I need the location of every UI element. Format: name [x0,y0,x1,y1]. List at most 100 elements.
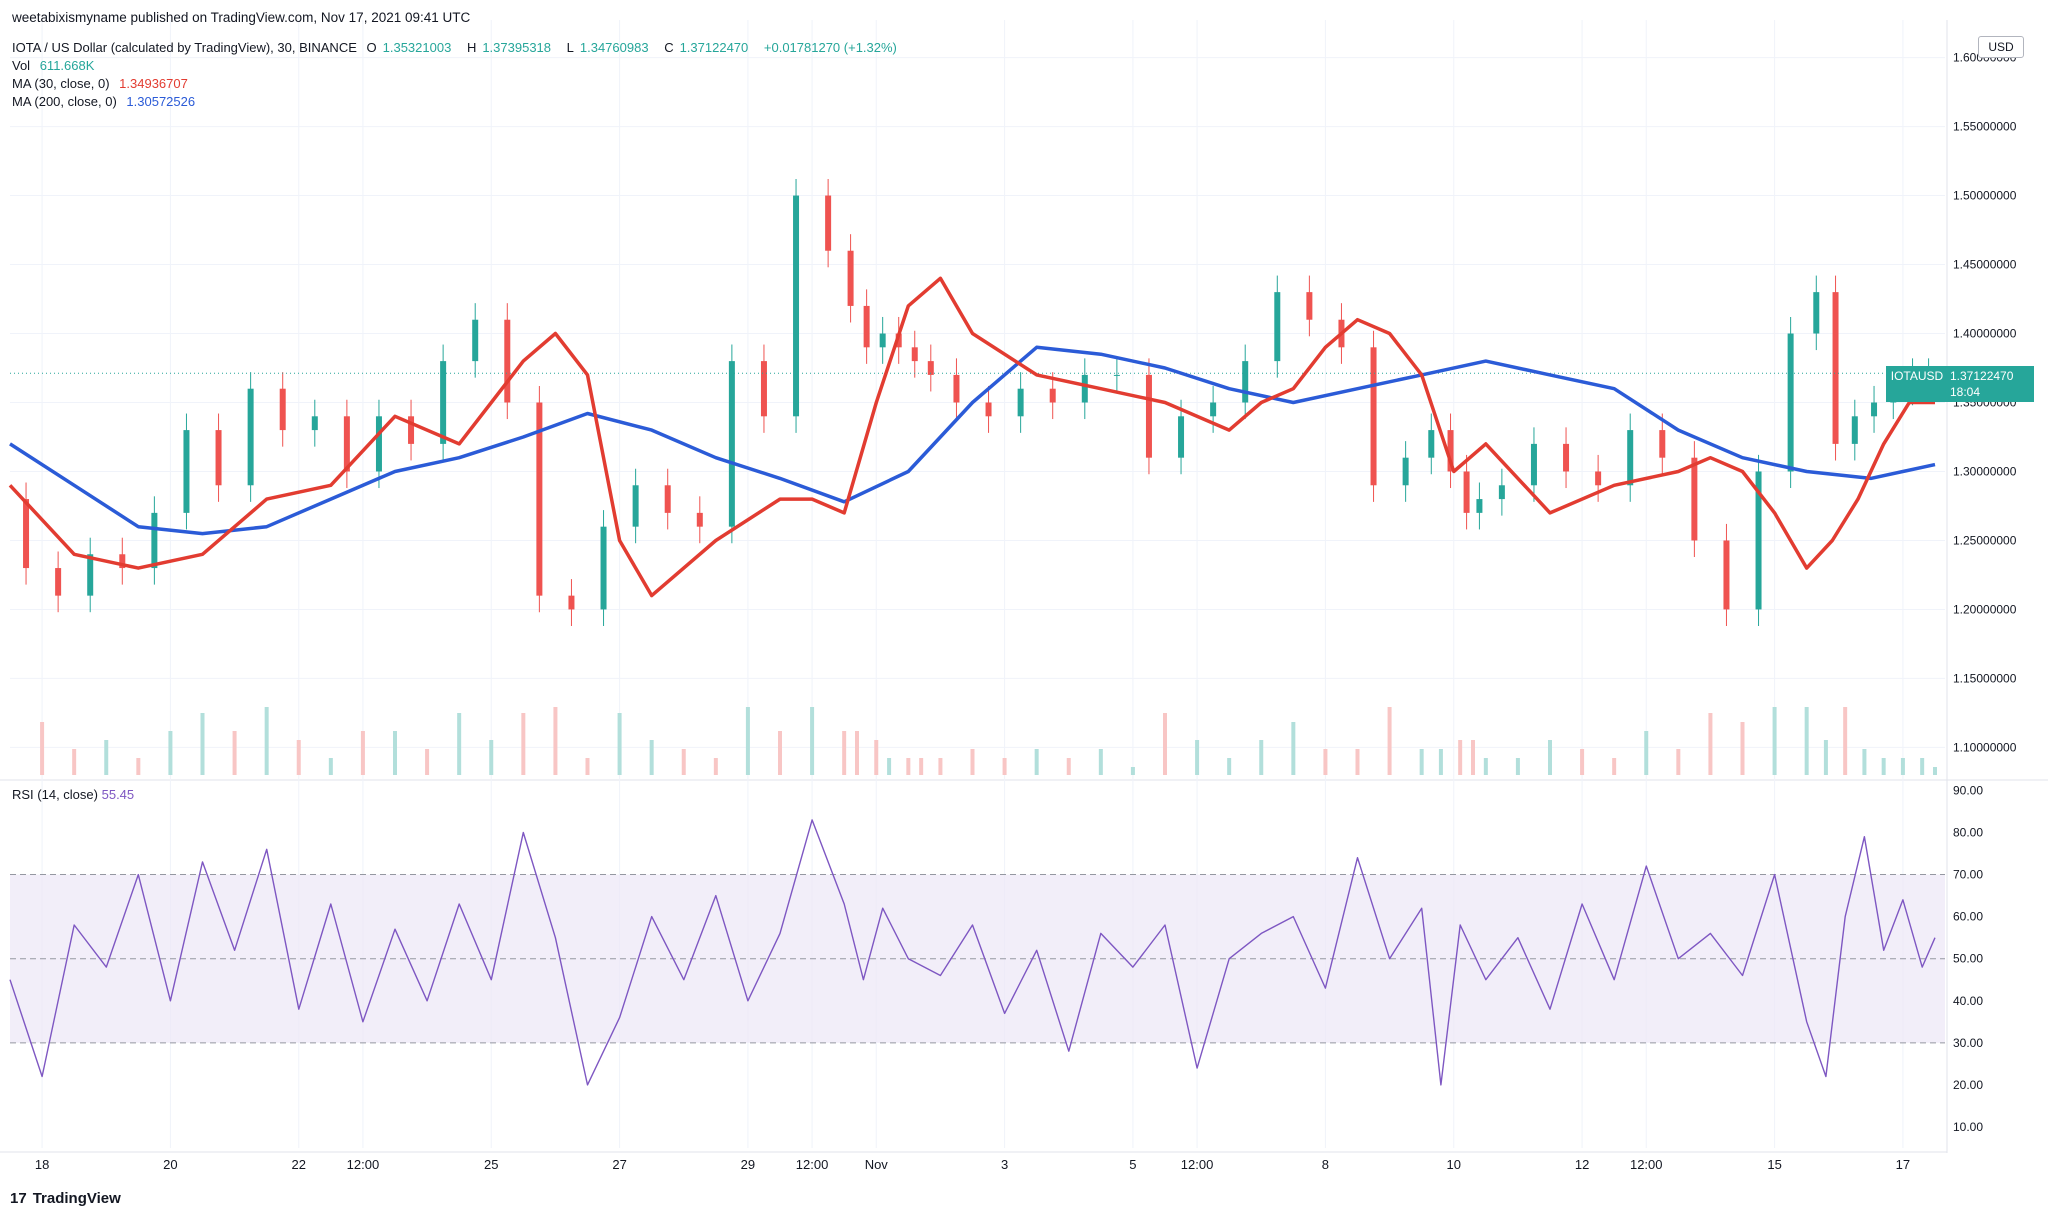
candle-body [375,416,382,472]
price-tick-label: 1.25000000 [1953,533,2017,547]
volume-bar [328,758,333,775]
time-tick-label: 18 [35,1157,49,1172]
volume-bar [1548,740,1552,775]
rsi-tick-label: 40.00 [1953,994,1983,1008]
volume-label: Vol [12,58,31,73]
ma30-legend[interactable]: MA (30, close, 0) 1.34936707 [12,76,194,91]
tradingview-brand[interactable]: 17 TradingView [10,1190,121,1207]
ma200-label: MA (200, close, 0) [12,94,117,109]
volume-bar [1195,740,1200,775]
rsi-tick-label: 90.00 [1953,783,1983,797]
candle-body [1530,443,1537,486]
volume-bar [521,713,526,775]
time-tick-label: 15 [1767,1157,1781,1172]
volume-bar [1676,749,1681,775]
volume-value: 611.668K [39,58,95,73]
rsi-tick-label: 70.00 [1953,868,1983,882]
volume-bar [457,713,462,775]
volume-bar [1098,749,1103,775]
candle-body [927,361,934,375]
candle-body [1306,292,1313,320]
volume-bar [1804,707,1809,775]
volume-bar [1387,707,1392,775]
candle-body [1178,416,1185,458]
candle-body [825,195,832,251]
candle-body [1832,292,1839,444]
volume-bar [360,731,365,775]
candle-body [343,416,350,472]
ma200-value: 1.30572526 [126,94,196,109]
time-tick-label: 29 [741,1157,755,1172]
volume-bar [1227,758,1232,775]
candle-body [55,568,62,596]
volume-bar [72,749,77,775]
ma30-label: MA (30, close, 0) [12,76,110,91]
candle-body [1210,402,1217,417]
candle-body [793,195,800,417]
candle-body [1447,430,1454,472]
time-tick-label: 17 [1896,1157,1910,1172]
volume-bar [970,749,975,775]
candle-body [1428,430,1435,458]
symbol-title[interactable]: IOTA / US Dollar (calculated by TradingV… [12,40,357,55]
price-tick-label: 1.30000000 [1953,464,2017,478]
volume-bar [393,731,397,775]
volume-bar [1438,749,1443,775]
candle-body [1723,540,1730,610]
close-label: C [664,40,674,55]
candle-body [1563,443,1570,472]
candle-body [440,361,447,444]
candle-body [1476,499,1483,513]
time-tick-label: 10 [1447,1157,1461,1172]
candle-body [151,512,158,569]
volume-bar [40,722,45,775]
volume-bar [919,758,924,775]
rsi-legend[interactable]: RSI (14, close) 55.45 [12,787,134,802]
candle-body [632,485,639,527]
volume-bar [874,740,879,775]
candle-body [911,347,918,362]
high-label: H [466,40,477,55]
time-tick-label: 5 [1129,1157,1136,1172]
volume-bar [745,707,750,775]
candle-body [1851,416,1858,444]
candle-body [664,485,671,513]
volume-bar [1612,758,1617,775]
volume-bar [1933,767,1937,775]
candle-body [696,512,703,527]
volume-bar [1458,740,1463,775]
candle-body [536,402,543,596]
open-label: O [366,40,377,55]
volume-bar [617,713,622,775]
currency-button[interactable]: USD [1978,36,2024,58]
candle-body [1145,374,1152,458]
candle-body [1402,457,1409,486]
rsi-tick-label: 80.00 [1953,825,1983,839]
rsi-line [9,819,1936,1086]
high-value: 1.37395318 [482,40,552,55]
candle-body [23,499,30,569]
volume-bar [1862,749,1867,775]
volume-bar [1580,749,1585,775]
volume-bar [1419,749,1424,775]
volume-bar [810,707,815,775]
volume-bar [1644,731,1649,775]
candle-body [1081,374,1088,403]
candle-body [1113,374,1120,376]
candle-body [1370,347,1377,486]
volume-bar [1002,758,1007,775]
candle-body [408,416,415,444]
volume-bar [200,713,205,775]
volume-legend[interactable]: Vol 611.668K [12,58,100,73]
volume-bar [713,758,718,775]
price-tick-label: 1.10000000 [1953,740,2017,754]
last-price-value: 1.37122470 [1950,369,2014,383]
close-value: 1.37122470 [679,40,749,55]
ma200-legend[interactable]: MA (200, close, 0) 1.30572526 [12,94,201,109]
price-tick-label: 1.40000000 [1953,327,2017,341]
candle-body [985,402,992,417]
candle-body [1017,388,1024,417]
time-tick-label: 12:00 [1630,1157,1663,1172]
candle-body [1498,485,1505,500]
